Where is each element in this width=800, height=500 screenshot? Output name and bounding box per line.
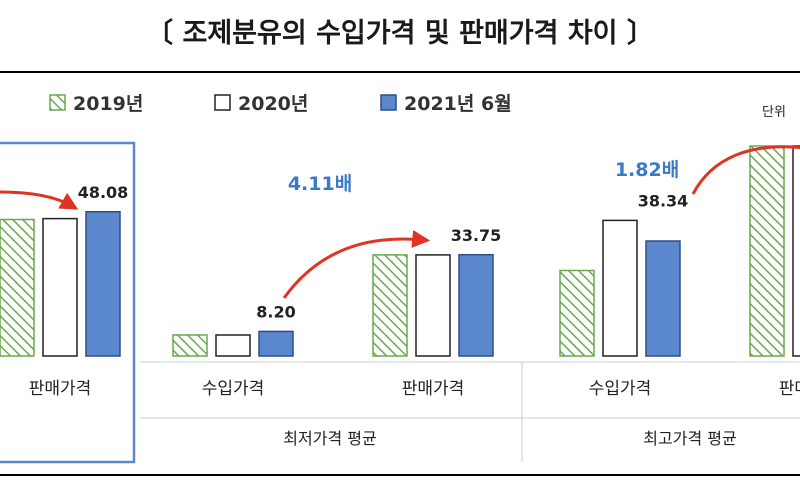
unit-label: 단위 xyxy=(762,105,786,120)
legend-label-0: 2019년 xyxy=(73,93,143,115)
bar-g1-c1-s0 xyxy=(372,254,408,357)
legend-swatch-1 xyxy=(214,94,231,111)
bar-g1-c1-s1 xyxy=(415,254,451,357)
ratio-label-2: 1.82배 xyxy=(615,159,679,181)
arrow-group-1 xyxy=(282,230,431,299)
legend-label-2: 2021년 6월 xyxy=(404,93,512,115)
data-label-g2-c0: 38.34 xyxy=(638,191,689,210)
category-label-g1-c0: 수입가격 xyxy=(202,379,265,399)
arrow-group-0 xyxy=(0,190,79,210)
bar-g2-c0-s2 xyxy=(645,240,681,357)
data-label-g0-c0: 48.08 xyxy=(78,183,129,202)
chart-title: 〔 조제분유의 수입가격 및 판매가격 차이 〕 xyxy=(146,18,654,49)
ratio-label-1: 4.11배 xyxy=(288,173,352,195)
bar-g0-c0-s2 xyxy=(85,211,121,357)
arrow-group-2 xyxy=(691,145,800,195)
legend: 2019년 2020년 2021년 6월 xyxy=(49,93,512,115)
legend-label-1: 2020년 xyxy=(238,93,308,115)
bar-g1-c0-s0 xyxy=(172,334,208,357)
bar-g2-c1-s1 xyxy=(792,145,800,357)
bar-g1-c0-s1 xyxy=(215,334,251,357)
bar-g0-c0-s1 xyxy=(42,217,78,357)
bar-g2-c1-s0 xyxy=(749,145,785,357)
bar-g0-c0-s0 xyxy=(0,218,35,357)
data-label-g1-c0: 8.20 xyxy=(256,302,295,321)
bar-g1-c0-s2 xyxy=(258,330,294,357)
bar-g1-c1-s2 xyxy=(458,254,494,357)
bar-g2-c0-s0 xyxy=(559,269,595,357)
category-label-g2-c0: 수입가격 xyxy=(589,379,652,399)
group-label-2: 최고가격 평균 xyxy=(643,429,736,448)
data-label-g1-c1: 33.75 xyxy=(451,226,502,245)
category-label-g2-c1: 판매가격 xyxy=(779,379,800,399)
category-label-g1-c1: 판매가격 xyxy=(402,379,465,399)
legend-swatch-2 xyxy=(380,94,397,111)
legend-swatch-0 xyxy=(49,94,66,111)
highlight-frame xyxy=(0,141,136,464)
group-label-1: 최저가격 평균 xyxy=(283,429,376,448)
bar-g2-c0-s1 xyxy=(602,219,638,357)
chart-border xyxy=(0,71,800,476)
category-label-g0-c0: 판매가격 xyxy=(29,379,92,399)
bars xyxy=(0,145,800,357)
